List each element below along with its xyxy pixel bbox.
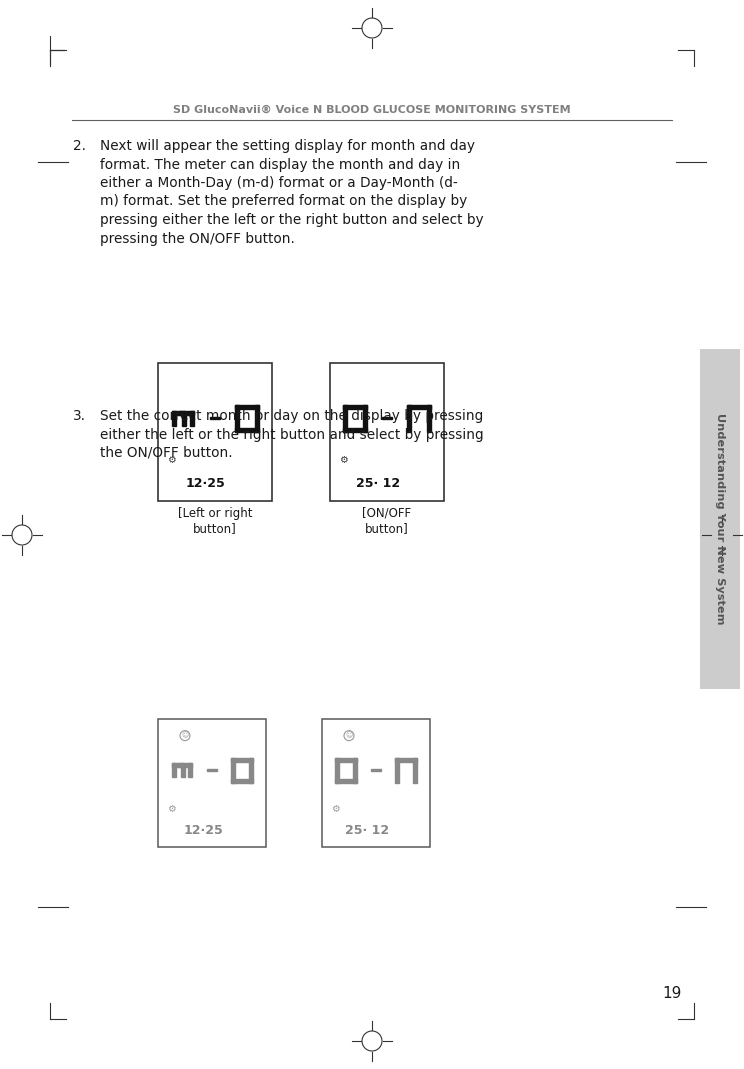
Polygon shape (335, 758, 356, 761)
Polygon shape (190, 410, 194, 425)
Text: [ON/OFF
button]: [ON/OFF button] (362, 507, 411, 534)
Text: ⚙: ⚙ (167, 804, 176, 814)
Polygon shape (395, 758, 400, 783)
Bar (330, 363, 444, 501)
Polygon shape (407, 404, 411, 432)
Polygon shape (172, 410, 176, 425)
Text: Next will appear the setting display for month and day: Next will appear the setting display for… (100, 139, 475, 153)
Polygon shape (371, 769, 381, 772)
Polygon shape (353, 758, 356, 783)
Text: m) format. Set the preferred format on the display by: m) format. Set the preferred format on t… (100, 195, 467, 208)
Polygon shape (407, 404, 431, 408)
Bar (158, 719, 266, 847)
Text: 12·25: 12·25 (184, 824, 223, 837)
Text: ⚙: ⚙ (167, 454, 176, 465)
Polygon shape (254, 404, 259, 432)
Polygon shape (210, 417, 220, 419)
Text: ⚙: ⚙ (330, 804, 339, 814)
Text: the ON/OFF button.: the ON/OFF button. (100, 446, 233, 460)
Polygon shape (395, 758, 417, 761)
Polygon shape (187, 763, 192, 777)
Text: either a Month-Day (m-d) format or a Day-Month (d-: either a Month-Day (m-d) format or a Day… (100, 176, 458, 190)
Polygon shape (382, 417, 392, 419)
Bar (700, 348, 740, 690)
Text: 12·25: 12·25 (186, 477, 225, 490)
Text: SD GlucoNavii® Voice N BLOOD GLUCOSE MONITORING SYSTEM: SD GlucoNavii® Voice N BLOOD GLUCOSE MON… (173, 105, 571, 115)
Polygon shape (235, 428, 259, 432)
Polygon shape (172, 763, 184, 768)
Text: pressing either the left or the right button and select by: pressing either the left or the right bu… (100, 213, 484, 227)
Text: 3.: 3. (73, 409, 86, 423)
Text: Set the correct month or day on the display by pressing: Set the correct month or day on the disp… (100, 409, 484, 423)
Polygon shape (335, 779, 356, 783)
Polygon shape (231, 758, 253, 761)
Bar (158, 363, 272, 501)
Polygon shape (335, 758, 339, 783)
Polygon shape (181, 766, 185, 777)
Polygon shape (208, 769, 217, 772)
Text: 19: 19 (662, 986, 682, 1001)
Text: 2.: 2. (73, 139, 86, 153)
Text: 25· 12: 25· 12 (345, 824, 389, 837)
Polygon shape (426, 404, 431, 432)
Polygon shape (343, 404, 367, 408)
Text: format. The meter can display the month and day in: format. The meter can display the month … (100, 157, 461, 171)
Polygon shape (231, 758, 235, 783)
Text: ⚙: ⚙ (339, 454, 347, 465)
Polygon shape (172, 763, 176, 777)
Polygon shape (363, 404, 367, 432)
Text: 25· 12: 25· 12 (356, 477, 400, 490)
Polygon shape (182, 414, 186, 425)
Polygon shape (249, 758, 253, 783)
Polygon shape (235, 404, 240, 432)
Polygon shape (179, 410, 194, 415)
Polygon shape (343, 404, 347, 432)
Polygon shape (343, 428, 367, 432)
Text: ☺: ☺ (345, 732, 353, 739)
Polygon shape (231, 779, 253, 783)
Text: [Left or right
button]: [Left or right button] (178, 507, 252, 534)
Text: ☺: ☺ (182, 732, 189, 739)
Polygon shape (178, 763, 192, 768)
Text: either the left or the right button and select by pressing: either the left or the right button and … (100, 428, 484, 441)
Polygon shape (172, 410, 185, 415)
Polygon shape (235, 404, 259, 408)
Bar (322, 719, 430, 847)
Text: pressing the ON/OFF button.: pressing the ON/OFF button. (100, 232, 295, 246)
Polygon shape (413, 758, 417, 783)
Text: Understanding Your New System: Understanding Your New System (715, 414, 725, 624)
